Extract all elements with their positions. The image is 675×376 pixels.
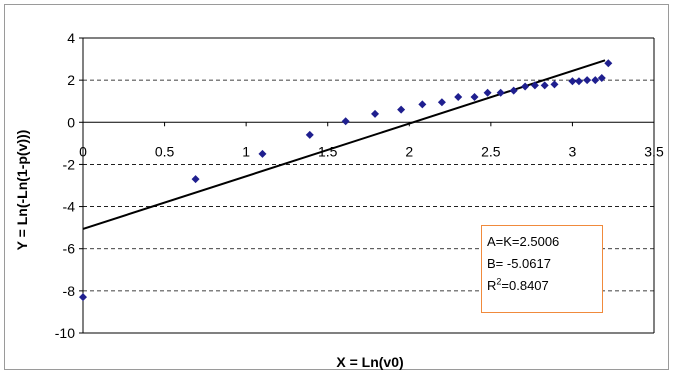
data-point — [574, 77, 583, 86]
data-point — [530, 81, 539, 90]
data-points — [79, 59, 613, 302]
r2-value: =0.8407 — [501, 278, 549, 293]
y-axis-title: Y = Ln(-Ln(1-p(v))) — [14, 130, 30, 251]
y-tick-label: 2 — [67, 72, 75, 88]
r2-prefix: R — [487, 278, 497, 293]
x-tick-label: 2.5 — [481, 143, 501, 159]
y-tick-label: -8 — [63, 283, 76, 299]
y-tick-label: 4 — [67, 30, 75, 46]
x-tick-label: 3.5 — [644, 143, 664, 159]
data-point — [191, 175, 200, 184]
data-point — [397, 105, 406, 114]
regression-stats-box: A=K=2.5006 B= -5.0617 R2=0.8407 — [481, 225, 603, 313]
trendline-segment — [82, 59, 606, 230]
data-point — [540, 81, 549, 90]
y-tick-label: -6 — [63, 241, 76, 257]
data-point — [483, 88, 492, 97]
x-tick-label: 0.5 — [155, 143, 175, 159]
data-point — [591, 76, 600, 85]
y-tick-label: -10 — [55, 325, 75, 341]
data-point — [341, 117, 350, 126]
data-point — [597, 74, 606, 83]
data-point — [509, 86, 518, 95]
stat-slope: A=K=2.5006 — [487, 234, 560, 249]
data-point — [437, 98, 446, 107]
stat-r-squared: R2=0.8407 — [487, 275, 602, 297]
y-tick-label: 0 — [67, 114, 75, 130]
y-tick-label: -2 — [63, 156, 76, 172]
data-point — [79, 293, 87, 302]
x-axis-title: X = Ln(v0) — [336, 354, 403, 370]
x-tick-label: 1 — [242, 143, 250, 159]
data-point — [470, 93, 479, 101]
data-point — [371, 109, 380, 118]
x-tick-label: 0 — [79, 143, 87, 159]
data-point — [604, 59, 613, 68]
trendline — [82, 59, 606, 230]
data-point — [418, 100, 427, 109]
data-point — [550, 80, 559, 89]
data-point — [521, 82, 530, 91]
data-point — [258, 149, 267, 158]
x-tick-label: 3 — [569, 143, 577, 159]
data-point — [305, 130, 314, 139]
r2-superscript: 2 — [496, 276, 502, 287]
data-point — [496, 88, 505, 97]
axes — [79, 37, 655, 334]
data-point — [583, 76, 592, 85]
data-point — [454, 93, 463, 101]
stat-intercept: B= -5.0617 — [487, 256, 551, 271]
data-point — [568, 77, 577, 86]
y-tick-label: -4 — [63, 199, 76, 215]
x-tick-label: 2 — [405, 143, 413, 159]
